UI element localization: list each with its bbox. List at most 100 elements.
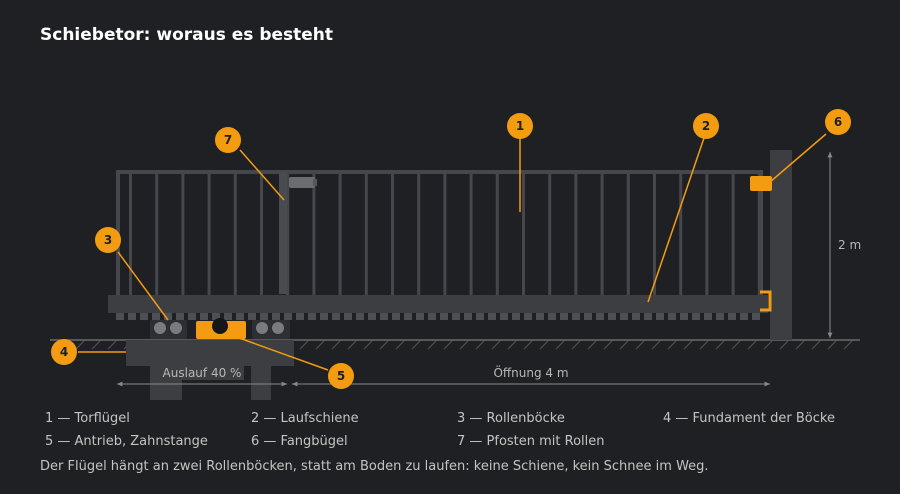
dimension-opening: Öffnung 4 m bbox=[292, 364, 770, 387]
gate-bar bbox=[207, 172, 211, 295]
ground-hatch bbox=[459, 340, 469, 350]
rack-tooth bbox=[500, 313, 508, 320]
rack-tooth bbox=[188, 313, 196, 320]
rack-tooth bbox=[632, 313, 640, 320]
ground-hatch bbox=[411, 340, 421, 350]
page-title: Schiebetor: woraus es besteht bbox=[40, 25, 334, 45]
ground-hatch bbox=[683, 340, 693, 350]
rack-tooth bbox=[440, 313, 448, 320]
rack-tooth bbox=[668, 313, 676, 320]
ground-hatch bbox=[539, 340, 549, 350]
ground-hatch bbox=[443, 340, 453, 350]
rack-tooth bbox=[128, 313, 136, 320]
rack-tooth bbox=[692, 313, 700, 320]
legend-item-5: 5 — Antrieb, Zahnstange bbox=[45, 434, 208, 449]
gate-bar bbox=[129, 172, 132, 295]
gate-bar bbox=[679, 172, 683, 295]
rack-tooth bbox=[524, 313, 532, 320]
legend-item-3: 3 — Rollenböcke bbox=[457, 411, 565, 426]
gate-leaf bbox=[108, 170, 768, 320]
svg-text:6: 6 bbox=[834, 115, 842, 129]
ground-hatch bbox=[603, 340, 613, 350]
callout-badge-4: 4 bbox=[51, 339, 77, 365]
gate-bar bbox=[233, 172, 237, 295]
ground-hatch bbox=[667, 340, 677, 350]
rack-tooth bbox=[344, 313, 352, 320]
svg-text:7: 7 bbox=[224, 133, 232, 147]
rack-tooth bbox=[212, 313, 220, 320]
ground-hatch bbox=[315, 340, 325, 350]
ground-hatch bbox=[299, 340, 309, 350]
gate-bar bbox=[548, 172, 552, 295]
legend-item-1: 1 — Torflügel bbox=[45, 411, 130, 426]
rack-tooth bbox=[248, 313, 256, 320]
rack-tooth bbox=[236, 313, 244, 320]
rack-tooth bbox=[416, 313, 424, 320]
gate-bar bbox=[417, 172, 421, 295]
rack-tooth bbox=[620, 313, 628, 320]
callout-7-leader bbox=[239, 149, 285, 201]
rack-tooth bbox=[392, 313, 400, 320]
ground-hatch bbox=[347, 340, 357, 350]
ground-hatch bbox=[715, 340, 725, 350]
rack-tooth bbox=[488, 313, 496, 320]
ground-hatch bbox=[475, 340, 485, 350]
gate-bar bbox=[653, 172, 656, 295]
ground-hatch bbox=[427, 340, 437, 350]
dimension-height: 2 m bbox=[827, 152, 864, 338]
rack-tooth bbox=[608, 313, 616, 320]
gate-bar bbox=[731, 172, 735, 295]
roller-carriages bbox=[150, 320, 290, 339]
ground-hatch bbox=[779, 340, 789, 350]
callout-badge-3: 3 bbox=[95, 227, 121, 253]
rack-tooth bbox=[272, 313, 280, 320]
gate-bar bbox=[181, 172, 185, 295]
ground-hatch bbox=[587, 340, 597, 350]
callout-badge-1: 1 bbox=[507, 113, 533, 139]
rack-tooth bbox=[656, 313, 664, 320]
legend-item-6: 6 — Fangbügel bbox=[251, 434, 348, 449]
gate-bar bbox=[626, 172, 630, 295]
gate-bar bbox=[338, 172, 342, 295]
runout-label: Auslauf 40 % bbox=[163, 366, 242, 380]
dimension-runout: Auslauf 40 % bbox=[117, 364, 287, 387]
ground-hatch bbox=[731, 340, 741, 350]
ground-hatch bbox=[555, 340, 565, 350]
rack-tooth bbox=[404, 313, 412, 320]
gate-bar bbox=[705, 172, 709, 295]
ground-hatch bbox=[395, 340, 405, 350]
gate-bar bbox=[495, 172, 499, 295]
rack-tooth bbox=[464, 313, 472, 320]
rack-tooth bbox=[740, 313, 748, 320]
legend-item-7: 7 — Pfosten mit Rollen bbox=[457, 434, 605, 449]
ground-hatch bbox=[763, 340, 773, 350]
gate-bar bbox=[364, 172, 368, 295]
ground-hatch bbox=[75, 340, 85, 350]
rack-tooth bbox=[332, 313, 340, 320]
ground-hatch bbox=[91, 340, 101, 350]
rack-tooth bbox=[176, 313, 184, 320]
ground-hatch bbox=[827, 340, 837, 350]
ground-hatch bbox=[523, 340, 533, 350]
rack-tooth bbox=[284, 313, 292, 320]
gate-bar bbox=[391, 172, 394, 295]
gate-bar bbox=[443, 172, 447, 295]
callout-2-leader bbox=[647, 137, 705, 303]
ground-hatch bbox=[747, 340, 757, 350]
rack-tooth bbox=[140, 313, 148, 320]
ground-hatch bbox=[795, 340, 805, 350]
svg-text:2: 2 bbox=[702, 119, 710, 133]
ground-hatch bbox=[571, 340, 581, 350]
rack-tooth bbox=[572, 313, 580, 320]
gate-bar bbox=[469, 172, 473, 295]
rack-tooth bbox=[296, 313, 304, 320]
rack-tooth bbox=[452, 313, 460, 320]
rack-tooth bbox=[152, 313, 160, 320]
rack-tooth bbox=[116, 313, 124, 320]
callout-badge-7: 7 bbox=[215, 127, 241, 153]
ground-hatch bbox=[363, 340, 373, 350]
ground-hatch bbox=[331, 340, 341, 350]
gate-bar bbox=[574, 172, 578, 295]
rack-tooth bbox=[512, 313, 520, 320]
rack-tooth bbox=[476, 313, 484, 320]
